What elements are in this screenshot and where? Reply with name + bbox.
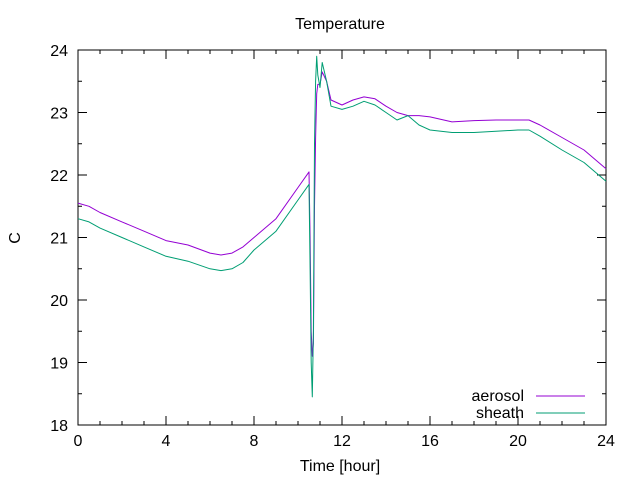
y-tick-label: 23 [50,106,68,123]
y-tick-label: 18 [50,418,68,435]
x-axis-label: Time [hour] [300,458,380,475]
y-axis-label: C [7,232,24,244]
x-tick-label: 24 [597,433,615,450]
y-tick-label: 24 [50,43,68,60]
x-tick-label: 12 [333,433,351,450]
x-tick-label: 0 [74,433,83,450]
legend-label-aerosol: aerosol [472,388,524,405]
x-tick-label: 4 [162,433,171,450]
series-layer [77,55,607,398]
x-tick-label: 16 [421,433,439,450]
y-tick-label: 19 [50,356,68,373]
series-line-sheath [77,55,607,398]
chart-title: Temperature [295,16,385,33]
y-tick-label: 20 [50,293,68,310]
y-tick-label: 21 [50,231,68,248]
x-tick-label: 8 [250,433,259,450]
axis-ticks: 0 4 8 12 16 20 24 18 19 20 21 22 23 24 [50,43,615,450]
x-tick-label: 20 [509,433,527,450]
legend-label-sheath: sheath [476,405,524,422]
plot-frame [77,49,607,426]
series-line-aerosol [77,71,607,357]
y-tick-label: 22 [50,168,68,185]
